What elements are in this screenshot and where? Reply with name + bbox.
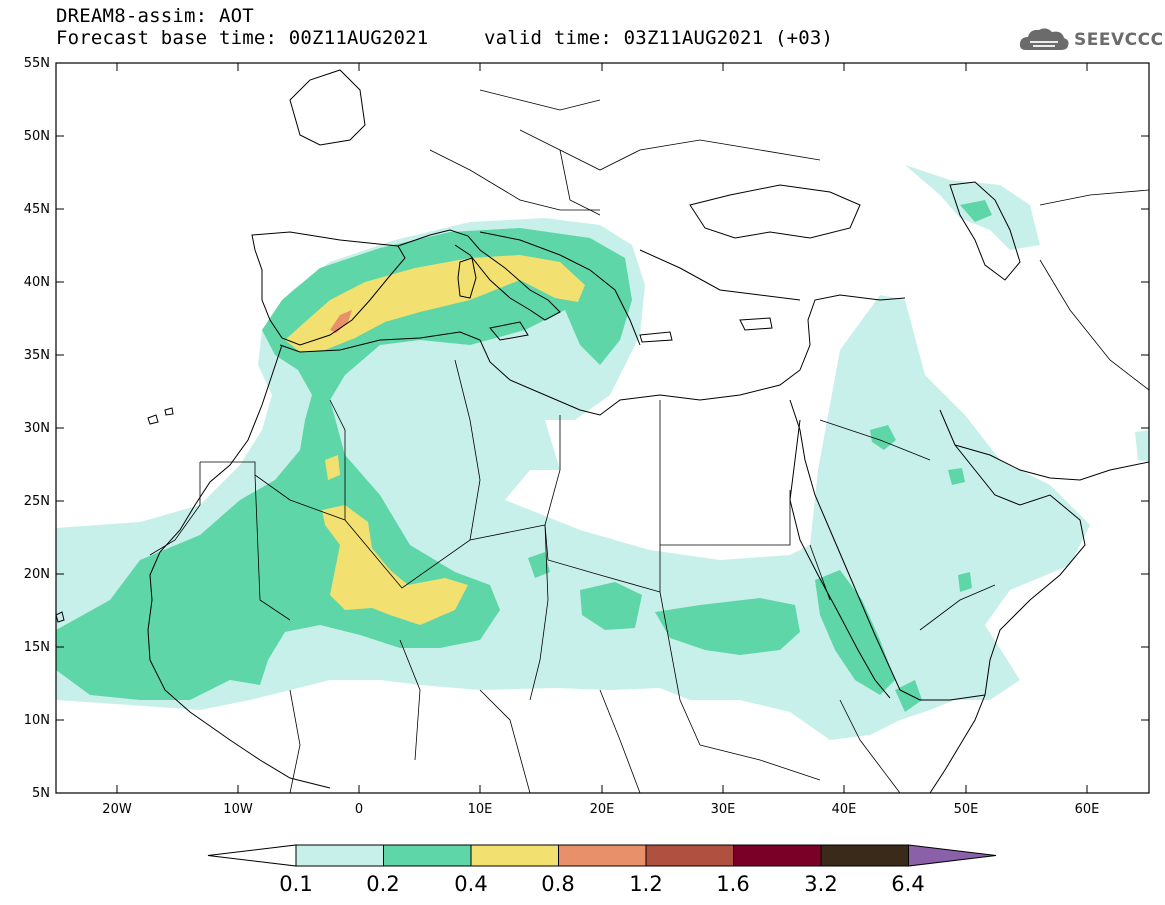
lon-label: 20E — [590, 802, 615, 817]
lon-label: 10W — [223, 802, 253, 817]
lon-label: 30E — [711, 802, 736, 817]
lat-label: 50N — [24, 129, 50, 144]
aot-level-0-2 — [56, 200, 992, 712]
lat-label: 15N — [24, 640, 50, 655]
chart-title: DREAM8-assim: AOT — [56, 5, 254, 27]
cloud-icon — [1019, 28, 1069, 50]
lat-label: 45N — [24, 202, 50, 217]
lat-label: 30N — [24, 421, 50, 436]
valid-time-label: valid time: 03Z11AUG2021 (+03) — [484, 27, 834, 49]
lat-label: 5N — [32, 786, 50, 801]
logo-text: SEEVCCC — [1074, 30, 1164, 50]
lat-label: 25N — [24, 494, 50, 509]
lon-label: 50E — [954, 802, 979, 817]
lat-label: 10N — [24, 713, 50, 728]
lon-label: 10E — [468, 802, 493, 817]
base-time-label: Forecast base time: 00Z11AUG2021 — [56, 27, 429, 49]
lon-label: 40E — [832, 802, 857, 817]
lon-label: 60E — [1075, 802, 1100, 817]
coastlines — [56, 69, 1149, 793]
lon-label: 0 — [355, 802, 363, 817]
lon-label: 20W — [102, 802, 132, 817]
latitude-axis: 55N 50N 45N 40N 35N 30N 25N 20N 15N 10N … — [24, 56, 1149, 801]
longitude-axis: 20W 10W 0 10E 20E 30E 40E 50E 60E — [102, 63, 1099, 817]
aot-level-0-4 — [285, 255, 585, 625]
lat-label: 35N — [24, 348, 50, 363]
lat-label: 20N — [24, 567, 50, 582]
lat-label: 40N — [24, 275, 50, 290]
lat-label: 55N — [24, 56, 50, 71]
country-borders — [149, 89, 1149, 793]
aot-level-0-8 — [330, 310, 352, 333]
seevccc-logo: SEEVCCC — [1018, 26, 1164, 54]
forecast-times: Forecast base time: 00Z11AUG2021 valid ti… — [56, 27, 833, 49]
